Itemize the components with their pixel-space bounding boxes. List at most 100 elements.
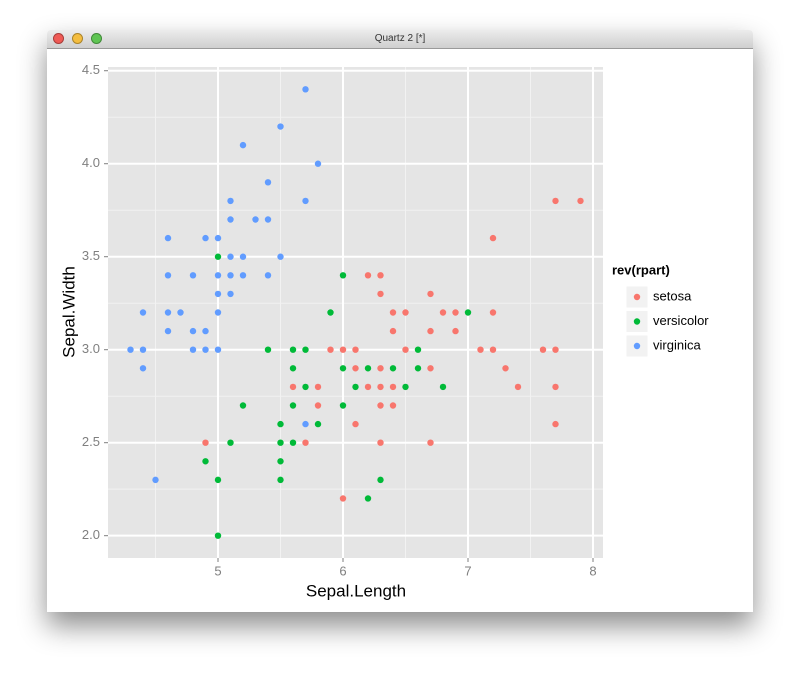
point xyxy=(314,160,322,167)
point xyxy=(214,532,222,539)
point xyxy=(489,346,497,353)
point xyxy=(214,272,222,279)
point xyxy=(489,234,497,242)
point xyxy=(414,365,422,372)
point xyxy=(552,346,559,353)
point xyxy=(164,309,172,316)
y-tick-label: 2.5 xyxy=(82,434,100,449)
point xyxy=(339,365,347,372)
point xyxy=(239,272,247,279)
point xyxy=(352,420,359,428)
point xyxy=(227,253,234,260)
zoom-button[interactable] xyxy=(91,33,102,44)
point xyxy=(377,476,384,484)
point xyxy=(577,197,584,205)
point xyxy=(314,402,322,409)
point xyxy=(164,234,172,242)
legend-label: versicolor xyxy=(653,313,709,328)
point xyxy=(314,383,322,391)
point xyxy=(214,309,222,316)
point xyxy=(427,439,434,446)
point xyxy=(227,439,234,446)
point xyxy=(289,402,297,409)
point xyxy=(339,346,347,353)
point xyxy=(327,346,334,353)
point xyxy=(389,309,397,316)
point xyxy=(214,253,222,260)
point xyxy=(414,346,422,353)
point xyxy=(189,346,197,353)
point xyxy=(339,495,347,502)
point xyxy=(302,346,309,353)
point xyxy=(302,439,309,446)
point xyxy=(214,234,222,242)
point xyxy=(214,290,222,298)
point xyxy=(514,383,522,391)
point xyxy=(277,123,284,130)
point xyxy=(364,272,372,279)
point xyxy=(164,327,172,335)
point xyxy=(139,346,147,353)
point xyxy=(164,272,172,279)
point xyxy=(377,272,384,279)
point xyxy=(202,346,209,353)
point xyxy=(377,365,384,372)
point xyxy=(289,439,297,446)
point xyxy=(352,383,359,391)
y-tick-label: 4.0 xyxy=(82,155,100,170)
point xyxy=(302,420,309,428)
close-button[interactable] xyxy=(53,33,64,44)
point xyxy=(189,272,197,279)
point xyxy=(277,253,284,260)
point xyxy=(227,197,234,205)
legend-symbol xyxy=(633,342,641,350)
point xyxy=(277,420,284,428)
x-tick-label: 5 xyxy=(214,563,221,578)
point xyxy=(402,309,409,316)
point xyxy=(239,402,247,409)
point xyxy=(552,383,559,391)
point xyxy=(502,365,509,372)
point xyxy=(264,216,272,223)
point xyxy=(452,327,459,335)
point xyxy=(277,476,284,484)
x-axis-title: Sepal.Length xyxy=(306,581,406,600)
point xyxy=(289,346,297,353)
point xyxy=(377,402,384,409)
point xyxy=(252,216,259,223)
point xyxy=(289,365,297,372)
point xyxy=(189,327,197,335)
legend-symbol xyxy=(633,318,641,325)
minimize-button[interactable] xyxy=(72,33,83,44)
point xyxy=(239,141,247,149)
point xyxy=(227,290,234,298)
point xyxy=(264,179,272,186)
legend-label: setosa xyxy=(653,288,692,303)
point xyxy=(352,346,359,353)
point xyxy=(277,439,284,446)
point xyxy=(539,346,547,353)
point xyxy=(227,216,234,223)
point xyxy=(202,234,209,242)
x-tick-label: 6 xyxy=(339,563,346,578)
point xyxy=(277,458,284,465)
point xyxy=(427,327,434,335)
point xyxy=(314,420,322,428)
y-tick-label: 3.5 xyxy=(82,248,100,263)
point xyxy=(214,476,222,484)
point xyxy=(339,272,347,279)
point xyxy=(364,495,372,502)
point xyxy=(289,383,297,391)
point xyxy=(177,309,184,316)
y-tick-label: 4.5 xyxy=(82,62,100,77)
point xyxy=(139,365,147,372)
point xyxy=(377,290,384,298)
point xyxy=(152,476,159,484)
y-axis-title: Sepal.Width xyxy=(59,266,78,358)
point xyxy=(127,346,134,353)
point xyxy=(427,290,434,298)
point xyxy=(377,383,384,391)
point xyxy=(489,309,497,316)
plot-panel xyxy=(108,67,603,558)
